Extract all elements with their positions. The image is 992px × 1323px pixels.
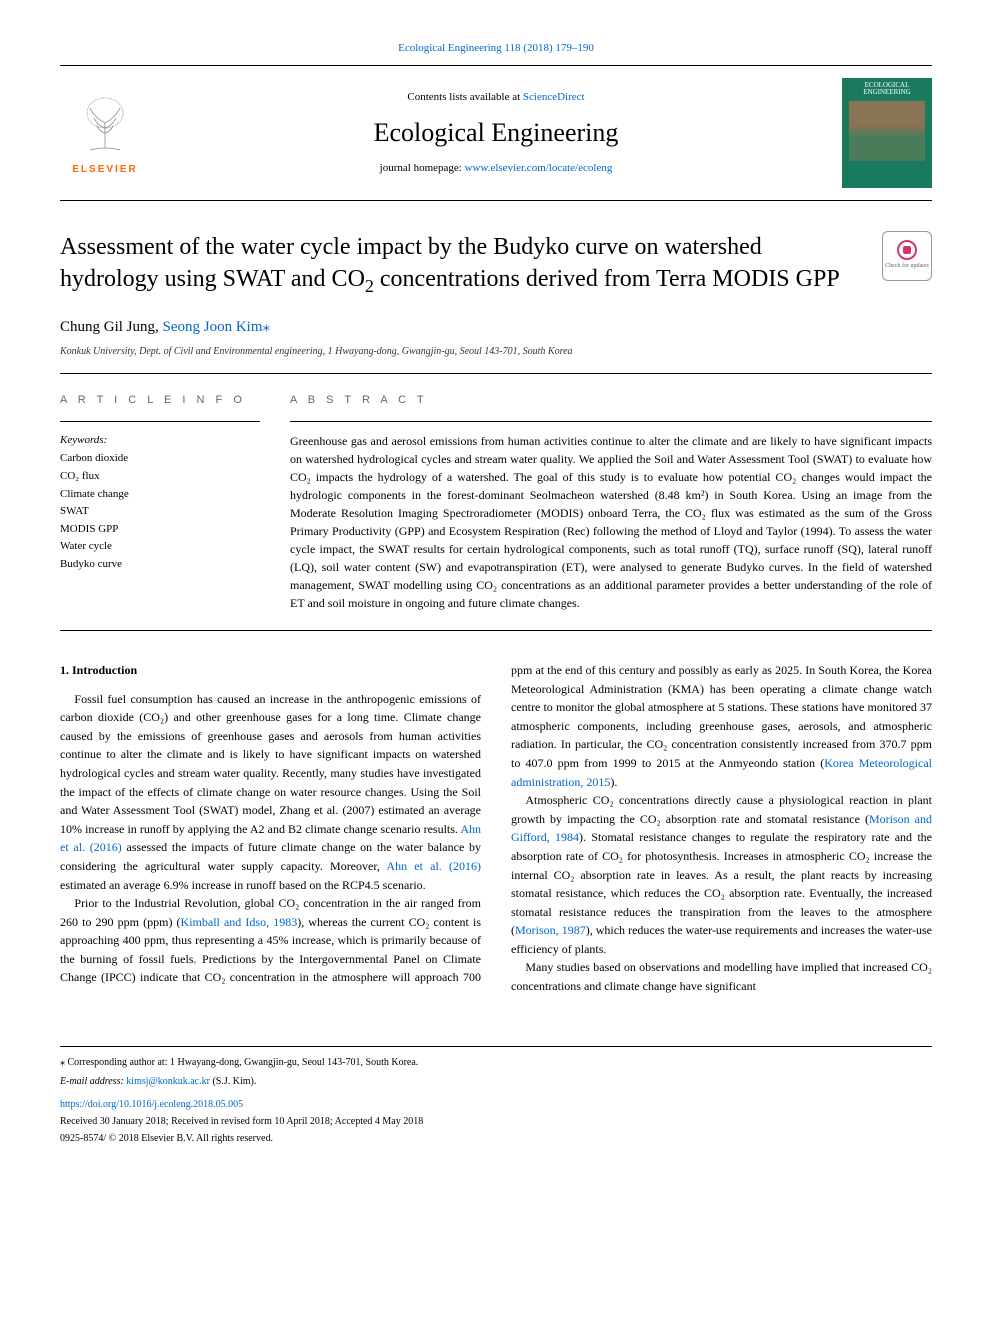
corr-mark[interactable]: ⁎ bbox=[263, 319, 271, 335]
corresponding-note: ⁎ Corresponding author at: 1 Hwayang-don… bbox=[60, 1055, 932, 1070]
publisher-logo-block: ELSEVIER bbox=[60, 88, 150, 177]
email-link[interactable]: kimsj@konkuk.ac.kr bbox=[126, 1076, 210, 1087]
masthead-center: Contents lists available at ScienceDirec… bbox=[150, 89, 842, 177]
elsevier-tree-icon bbox=[70, 88, 140, 158]
email-line: E-mail address: kimsj@konkuk.ac.kr (S.J.… bbox=[60, 1074, 932, 1089]
homepage-prefix: journal homepage: bbox=[380, 162, 465, 174]
publisher-label: ELSEVIER bbox=[72, 162, 137, 177]
p3-cont: ). Stomatal resistance changes to regula… bbox=[511, 830, 932, 937]
homepage-line: journal homepage: www.elsevier.com/locat… bbox=[150, 160, 842, 177]
paragraph-1: Fossil fuel consumption has caused an in… bbox=[60, 690, 481, 895]
body-section: 1. Introduction Fossil fuel consumption … bbox=[60, 661, 932, 996]
abstract-text: Greenhouse gas and aerosol emissions fro… bbox=[290, 432, 932, 612]
email-label: E-mail address: bbox=[60, 1076, 126, 1087]
doi-line: https://doi.org/10.1016/j.ecoleng.2018.0… bbox=[60, 1097, 932, 1112]
section-1-heading: 1. Introduction bbox=[60, 661, 481, 680]
keyword: SWAT bbox=[60, 503, 260, 521]
info-abstract-row: A R T I C L E I N F O Keywords: Carbon d… bbox=[60, 392, 932, 612]
paragraph-4: Many studies based on observations and m… bbox=[511, 958, 932, 995]
journal-cover: ECOLOGICAL ENGINEERING bbox=[842, 78, 932, 188]
divider-1 bbox=[60, 373, 932, 374]
title-part2: concentrations derived from Terra MODIS … bbox=[374, 266, 840, 292]
check-updates-badge[interactable]: Check for updates bbox=[882, 231, 932, 281]
contents-prefix: Contents lists available at bbox=[407, 91, 522, 103]
keyword: Carbon dioxide bbox=[60, 450, 260, 468]
authors: Chung Gil Jung, Seong Joon Kim⁎ bbox=[60, 316, 932, 339]
article-header: Assessment of the water cycle impact by … bbox=[60, 231, 932, 298]
article-title: Assessment of the water cycle impact by … bbox=[60, 231, 882, 298]
ref-link-morison-1987[interactable]: Morison, 1987 bbox=[515, 923, 586, 937]
title-sub: 2 bbox=[365, 276, 374, 296]
keywords-list: Carbon dioxide CO₂ flux Climate change S… bbox=[60, 450, 260, 573]
footer: ⁎ Corresponding author at: 1 Hwayang-don… bbox=[60, 1046, 932, 1146]
p2-end: ). bbox=[610, 775, 617, 789]
author-1: Chung Gil Jung bbox=[60, 319, 155, 335]
abstract-heading: A B S T R A C T bbox=[290, 392, 932, 409]
copyright-line: 0925-8574/ © 2018 Elsevier B.V. All righ… bbox=[60, 1131, 932, 1146]
received-line: Received 30 January 2018; Received in re… bbox=[60, 1114, 932, 1129]
check-updates-label: Check for updates bbox=[885, 262, 929, 271]
divider-2 bbox=[60, 630, 932, 631]
keyword: Climate change bbox=[60, 486, 260, 504]
paragraph-3: Atmospheric CO₂ concentrations directly … bbox=[511, 791, 932, 958]
doi-link[interactable]: https://doi.org/10.1016/j.ecoleng.2018.0… bbox=[60, 1099, 243, 1110]
keyword: MODIS GPP bbox=[60, 521, 260, 539]
citation-link[interactable]: Ecological Engineering 118 (2018) 179–19… bbox=[398, 42, 594, 54]
journal-name: Ecological Engineering bbox=[150, 113, 842, 152]
info-divider bbox=[60, 421, 260, 422]
keyword: Budyko curve bbox=[60, 556, 260, 574]
masthead: ELSEVIER Contents lists available at Sci… bbox=[60, 65, 932, 201]
p1-text: Fossil fuel consumption has caused an in… bbox=[60, 692, 481, 836]
top-citation: Ecological Engineering 118 (2018) 179–19… bbox=[60, 40, 932, 57]
sciencedirect-link[interactable]: ScienceDirect bbox=[523, 91, 585, 103]
keyword: Water cycle bbox=[60, 538, 260, 556]
cover-title: ECOLOGICAL ENGINEERING bbox=[846, 82, 928, 97]
keywords-label: Keywords: bbox=[60, 432, 260, 449]
contents-line: Contents lists available at ScienceDirec… bbox=[150, 89, 842, 106]
affiliation: Konkuk University, Dept. of Civil and En… bbox=[60, 344, 932, 359]
p1-end: estimated an average 6.9% increase in ru… bbox=[60, 878, 426, 892]
cover-thumbnail bbox=[849, 101, 925, 161]
keyword: CO₂ flux bbox=[60, 468, 260, 486]
body-columns: 1. Introduction Fossil fuel consumption … bbox=[60, 661, 932, 996]
check-updates-icon bbox=[897, 240, 917, 260]
article-info-heading: A R T I C L E I N F O bbox=[60, 392, 260, 409]
ref-link-ahn-2016b[interactable]: Ahn et al. (2016) bbox=[386, 859, 481, 873]
email-suffix: (S.J. Kim). bbox=[210, 1076, 256, 1087]
ref-link-kimball-1983[interactable]: Kimball and Idso, 1983 bbox=[181, 915, 298, 929]
abstract-divider bbox=[290, 421, 932, 422]
abstract-col: A B S T R A C T Greenhouse gas and aeros… bbox=[290, 392, 932, 612]
homepage-link[interactable]: www.elsevier.com/locate/ecoleng bbox=[465, 162, 613, 174]
author-2-link[interactable]: Seong Joon Kim bbox=[163, 319, 263, 335]
article-info-col: A R T I C L E I N F O Keywords: Carbon d… bbox=[60, 392, 260, 612]
